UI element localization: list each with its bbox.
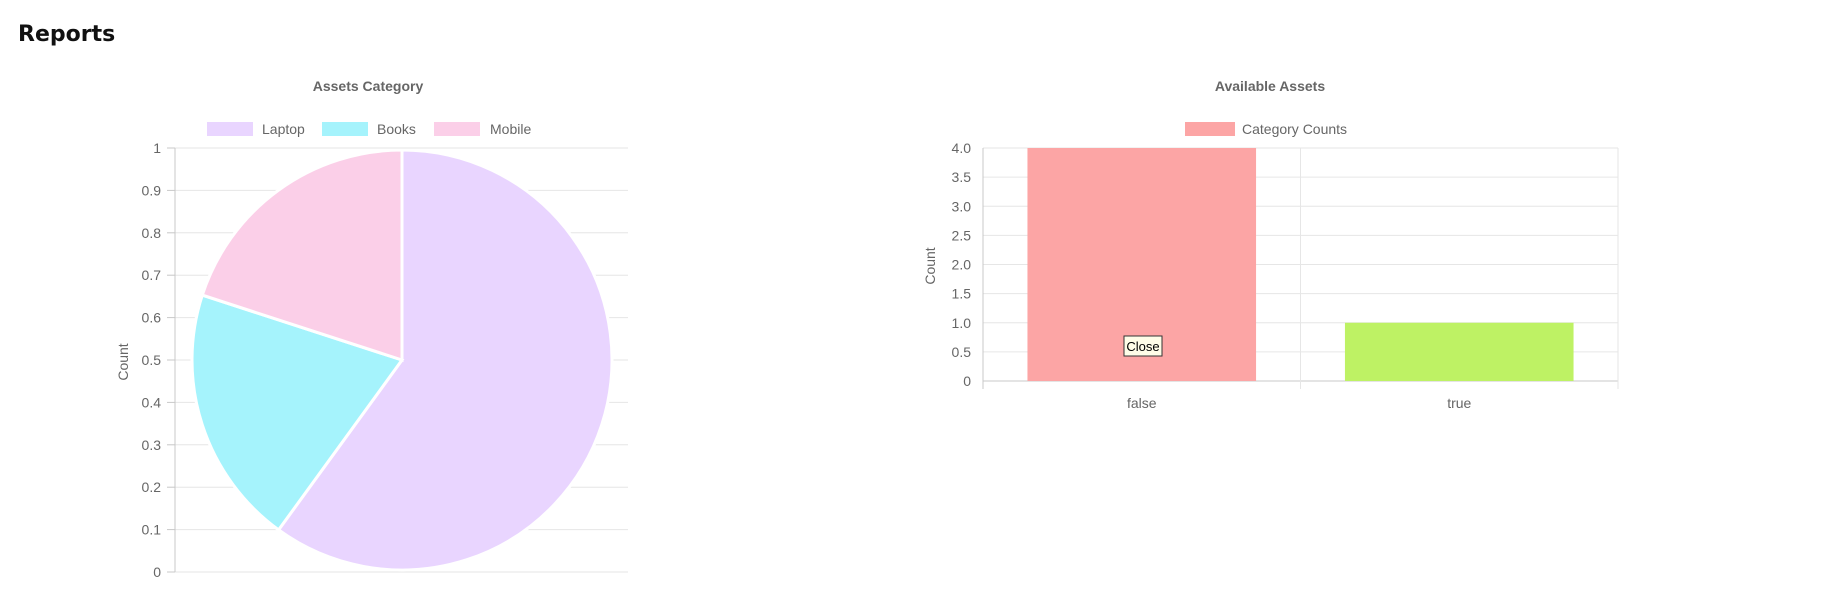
pie-y-tick-label: 0.1 bbox=[142, 522, 162, 538]
page-title: Reports bbox=[18, 22, 116, 47]
pie-y-tick-label: 0.7 bbox=[142, 267, 162, 283]
legend-label-books: Books bbox=[377, 121, 416, 137]
legend-label-category-counts: Category Counts bbox=[1242, 121, 1347, 137]
bar-y-tick-label: 2.5 bbox=[952, 227, 972, 243]
legend-label-mobile: Mobile bbox=[490, 121, 531, 137]
assets-category-chart: Assets Category Laptop Books Mobile 0 0.1… bbox=[115, 78, 628, 580]
pie-y-tick-label: 0.9 bbox=[142, 182, 162, 198]
bar-y-tick-label: 1.0 bbox=[952, 315, 972, 331]
bar-x-tick-label: true bbox=[1447, 395, 1471, 411]
pie-y-ticks: 0 0.1 0.2 0.3 0.4 0.5 0.6 0.7 0.8 0.9 1 bbox=[142, 140, 175, 580]
pie-y-tick-label: 0.2 bbox=[142, 479, 162, 495]
pie-y-tick-label: 0 bbox=[153, 564, 161, 580]
bar-y-axis-title: Count bbox=[922, 247, 938, 284]
bar-y-tick-label: 2.0 bbox=[952, 257, 972, 273]
bar-x-tick-labels: false true bbox=[1127, 395, 1472, 411]
legend-swatch-laptop bbox=[207, 122, 253, 136]
available-assets-chart: Available Assets Category Counts 0 0.5 1.0… bbox=[922, 78, 1619, 411]
bar-tooltip[interactable]: Close bbox=[1123, 335, 1163, 357]
legend-swatch-mobile bbox=[434, 122, 480, 136]
pie-slice-books[interactable] bbox=[190, 293, 405, 532]
bar-y-ticks: 0 0.5 1.0 1.5 2.0 2.5 3.0 3.5 4.0 bbox=[952, 140, 972, 389]
pie-y-tick-label: 0.4 bbox=[142, 394, 162, 410]
pie-y-axis-title: Count bbox=[115, 343, 131, 380]
bar-legend[interactable]: Category Counts bbox=[1185, 121, 1347, 137]
bar-x-tick-label: false bbox=[1127, 395, 1157, 411]
pie-y-tick-label: 0.3 bbox=[142, 437, 162, 453]
bar-y-tick-label: 3.5 bbox=[952, 169, 972, 185]
pie-slice-mobile[interactable] bbox=[200, 148, 404, 363]
tooltip-box bbox=[1123, 335, 1163, 357]
pie-legend[interactable]: Laptop Books Mobile bbox=[207, 121, 531, 137]
bar-chart-title: Available Assets bbox=[1215, 78, 1325, 94]
pie-slice-laptop[interactable] bbox=[276, 148, 614, 572]
pie-y-tick-label: 0.6 bbox=[142, 310, 162, 326]
bar-y-tick-label: 4.0 bbox=[952, 140, 972, 156]
pie-y-tick-label: 0.5 bbox=[142, 352, 162, 368]
bar-y-tick-label: 0 bbox=[963, 373, 971, 389]
bar-true[interactable] bbox=[1344, 322, 1574, 381]
pie-y-tick-label: 0.8 bbox=[142, 225, 162, 241]
pie-chart-title: Assets Category bbox=[313, 78, 424, 94]
legend-swatch-category-counts bbox=[1185, 122, 1235, 136]
bar-y-tick-label: 3.0 bbox=[952, 198, 972, 214]
legend-swatch-books bbox=[322, 122, 368, 136]
pie-y-tick-label: 1 bbox=[153, 140, 161, 156]
bar-y-tick-label: 0.5 bbox=[952, 344, 972, 360]
bar-y-tick-label: 1.5 bbox=[952, 286, 972, 302]
legend-label-laptop: Laptop bbox=[262, 121, 305, 137]
tooltip-close-text[interactable]: Close bbox=[1126, 339, 1159, 354]
pie-slices[interactable] bbox=[190, 148, 614, 572]
